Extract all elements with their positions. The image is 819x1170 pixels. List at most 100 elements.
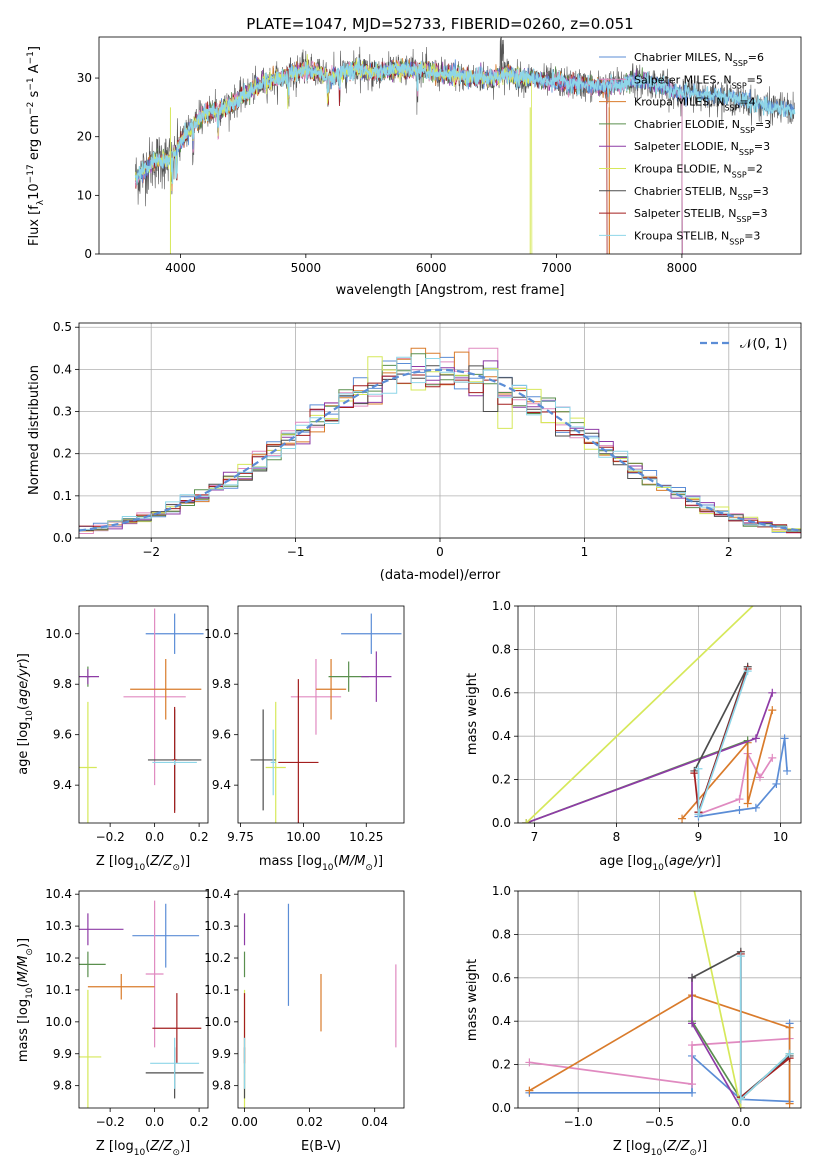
x-tick-label: −0.2 bbox=[96, 1115, 125, 1129]
legend: Chabrier MILES, NSSP=6 Salpeter MILES, NS… bbox=[599, 51, 771, 246]
legend-entry: Kroupa MILES, NSSP=4 bbox=[634, 96, 756, 113]
x-axis-label: age [log10(age/yr)] bbox=[599, 854, 721, 873]
y-tick-label: 20 bbox=[77, 130, 92, 144]
y-tick-label: 0.4 bbox=[53, 362, 72, 376]
y-tick-label: 0 bbox=[84, 247, 92, 261]
x-axis-label: Z [log10(Z/Z⊙)] bbox=[613, 1139, 707, 1158]
x-tick-label: 9.75 bbox=[227, 830, 254, 844]
weight-line-5 bbox=[693, 891, 742, 1108]
y-tick-label: 10 bbox=[77, 188, 92, 202]
y-tick-label: 10.2 bbox=[204, 951, 231, 965]
weight-marker bbox=[760, 591, 768, 599]
weight-marker bbox=[678, 814, 687, 823]
y-tick-label: 0.4 bbox=[492, 729, 511, 743]
errorbar-0 bbox=[145, 613, 204, 654]
y-tick-label: 0.5 bbox=[53, 320, 72, 334]
weight-marker bbox=[525, 1086, 534, 1095]
weight-marker bbox=[785, 1023, 794, 1032]
axes-frame bbox=[237, 890, 405, 1109]
errorbar-4 bbox=[79, 913, 124, 946]
weight-marker bbox=[768, 753, 777, 762]
x-tick-label: 1 bbox=[581, 545, 589, 559]
y-tick-label: 0.2 bbox=[492, 773, 511, 787]
x-tick-label: 10.25 bbox=[349, 830, 383, 844]
weight-marker bbox=[785, 1049, 794, 1058]
axes-frame bbox=[98, 36, 802, 255]
errorbar-3 bbox=[79, 951, 106, 978]
weight-marker bbox=[736, 952, 745, 961]
y-tick-label: 0.6 bbox=[492, 971, 511, 985]
y-tick-label: 10.4 bbox=[45, 887, 72, 901]
weight-marker bbox=[688, 1088, 697, 1097]
x-axis-label: (data-model)/error bbox=[380, 568, 501, 583]
axes-frame bbox=[237, 605, 405, 824]
y-tick-label: 1.0 bbox=[492, 884, 511, 898]
panel-mass-vs-ebv: 0.00 0.02 0.04 9.8 9.9 10.0 10.1 10.2 10.3 10.4 E(… bbox=[204, 887, 405, 1154]
legend-entry: Chabrier MILES, NSSP=6 bbox=[634, 51, 764, 68]
errorbar-7 bbox=[152, 993, 202, 1064]
legend-entry: Kroupa ELODIE, NSSP=2 bbox=[634, 163, 763, 180]
x-tick-label: 2 bbox=[725, 545, 733, 559]
weight-marker bbox=[690, 769, 699, 778]
x-tick-label: 9 bbox=[695, 830, 703, 844]
weight-marker bbox=[688, 1019, 697, 1028]
errorbar-8 bbox=[270, 729, 276, 796]
errorbar-8 bbox=[152, 759, 197, 765]
x-tick-label: 7000 bbox=[541, 261, 572, 275]
weight-marker bbox=[751, 803, 760, 812]
y-tick-label: 9.8 bbox=[212, 1079, 231, 1093]
errorbar-2 bbox=[130, 658, 202, 720]
weight-marker bbox=[743, 667, 752, 676]
spectrum-model-line bbox=[135, 61, 608, 254]
y-tick-label: 10.4 bbox=[204, 887, 231, 901]
y-tick-label: 10.1 bbox=[204, 983, 231, 997]
weight-marker bbox=[688, 1041, 697, 1050]
plot-area bbox=[250, 613, 402, 823]
y-tick-label: 9.9 bbox=[212, 1047, 231, 1061]
axes-frame bbox=[78, 322, 802, 539]
weight-line-5 bbox=[525, 606, 754, 823]
weight-marker bbox=[780, 734, 789, 743]
legend-entry: Salpeter ELODIE, NSSP=3 bbox=[634, 140, 770, 157]
weight-marker bbox=[736, 1095, 745, 1104]
errorbar-1 bbox=[290, 658, 342, 735]
figure-title: PLATE=1047, MJD=52733, FIBERID=0260, z=0… bbox=[246, 15, 633, 33]
panel-spectrum: 4000 5000 6000 7000 8000 0 10 20 30 wavelength [A… bbox=[26, 36, 802, 298]
plot-area bbox=[525, 891, 794, 1108]
y-tick-label: 10.0 bbox=[45, 1015, 72, 1029]
errorbar-5 bbox=[79, 989, 102, 1108]
weight-marker bbox=[743, 799, 752, 808]
axes-frame bbox=[517, 605, 802, 824]
y-tick-label: 0.2 bbox=[492, 1058, 511, 1072]
weight-line-6 bbox=[693, 666, 749, 813]
panel-weight-vs-Z: −1.0 −0.5 0.0 0.0 0.2 0.4 0.6 0.8 1.0 Z [log10(Z/… bbox=[465, 884, 802, 1158]
y-tick-label: 0.8 bbox=[492, 927, 511, 941]
weight-line-7 bbox=[693, 668, 749, 813]
errorbar-1 bbox=[145, 900, 164, 1048]
legend-entry: Chabrier ELODIE, NSSP=3 bbox=[634, 118, 771, 134]
plot-area bbox=[79, 347, 801, 534]
y-axis-label: age [log10(age/yr)] bbox=[16, 653, 35, 775]
panel-mass-vs-Z: −0.2 0.0 0.2 9.8 9.9 10.0 10.1 10.2 10.3 10.4 Z [l… bbox=[16, 887, 209, 1158]
x-tick-label: 8000 bbox=[667, 261, 698, 275]
y-tick-label: 10.1 bbox=[45, 983, 72, 997]
y-tick-label: 0.6 bbox=[492, 686, 511, 700]
y-tick-label: 30 bbox=[77, 71, 92, 85]
x-tick-label: 0.0 bbox=[145, 1115, 164, 1129]
errorbar-8 bbox=[150, 1037, 200, 1089]
y-tick-label: 0.2 bbox=[53, 447, 72, 461]
weight-marker bbox=[736, 1104, 745, 1108]
panel-age-vs-Z: −0.2 0.0 0.2 9.4 9.6 9.8 10.0 Z [log10(Z/Z⊙)] ag… bbox=[16, 605, 209, 873]
errorbar-0 bbox=[341, 613, 402, 654]
x-tick-label: −1.0 bbox=[564, 1115, 593, 1129]
errorbar-0 bbox=[132, 903, 200, 968]
x-tick-label: 10.00 bbox=[286, 830, 320, 844]
errorbar-2 bbox=[315, 658, 347, 720]
weight-marker bbox=[755, 773, 764, 782]
x-tick-label: 0.0 bbox=[145, 830, 164, 844]
weight-marker bbox=[772, 779, 781, 788]
weight-marker bbox=[735, 795, 744, 804]
errorbar-5 bbox=[265, 701, 286, 823]
y-axis-label: mass [log10(M/M⊙)] bbox=[16, 938, 35, 1062]
x-tick-label: 8 bbox=[613, 830, 621, 844]
